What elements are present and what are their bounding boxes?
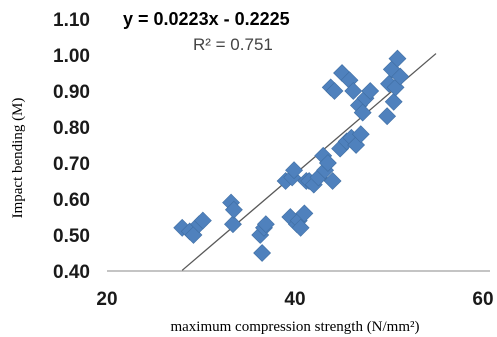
data-point [253, 244, 272, 262]
x-axis-title: maximum compression strength (N/mm²) [170, 319, 419, 335]
data-point [384, 92, 403, 111]
y-axis-title: Impact bending (M) [10, 98, 26, 219]
x-tick-label: 40 [284, 289, 305, 310]
x-tick-label: 60 [472, 289, 493, 310]
data-point [351, 125, 370, 144]
x-tick-labels: 20 40 60 [96, 289, 493, 310]
data-point [193, 211, 212, 230]
points-layer [173, 49, 410, 262]
data-point [391, 67, 410, 86]
data-point [318, 154, 337, 172]
data-point [256, 215, 275, 234]
y-tick-label: 0.50 [53, 226, 90, 247]
y-tick-labels: 0.40 0.50 0.60 0.70 0.80 0.90 1.00 1.10 [53, 10, 90, 283]
data-point [224, 215, 242, 234]
y-tick-label: 0.60 [53, 190, 90, 211]
data-point [361, 82, 380, 100]
data-point [285, 161, 303, 180]
r-squared-label: R² = 0.751 [193, 35, 273, 54]
y-tick-label: 0.90 [53, 82, 90, 103]
trendline-equation: y = 0.0223x - 0.2225 [123, 9, 290, 29]
y-tick-label: 0.70 [53, 154, 90, 175]
y-tick-label: 0.80 [53, 118, 90, 139]
y-tick-label: 1.00 [53, 46, 90, 67]
data-point [291, 218, 310, 237]
y-tick-label: 1.10 [53, 10, 90, 31]
data-point [295, 204, 314, 223]
y-tick-label: 0.40 [53, 262, 90, 283]
data-point [224, 200, 243, 219]
data-point [388, 49, 407, 68]
data-point [325, 82, 344, 100]
data-point [378, 107, 397, 126]
data-point [353, 103, 372, 122]
data-point [344, 82, 363, 100]
data-point [323, 172, 342, 190]
x-tick-label: 20 [96, 289, 117, 310]
